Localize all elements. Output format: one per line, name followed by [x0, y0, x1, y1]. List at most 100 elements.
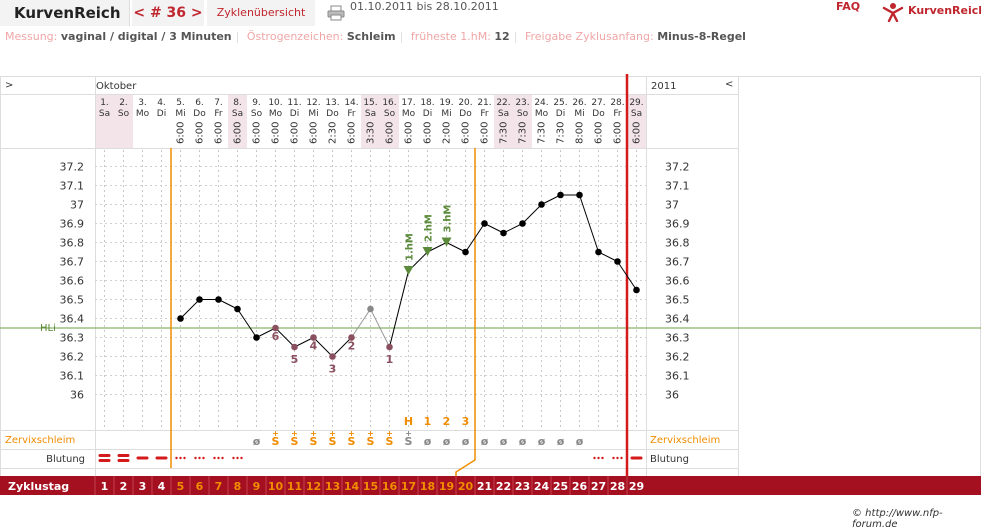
measure-time: 7:30 [537, 122, 548, 144]
high-temp-label: 1.hM [405, 233, 416, 261]
y-tick-left: 37.2 [60, 161, 85, 174]
y-tick-right: 36.6 [665, 275, 690, 288]
temp-point [215, 296, 222, 303]
y-tick-left: 36.1 [60, 370, 85, 383]
y-tick-left: 36.9 [60, 218, 85, 231]
temp-point [348, 334, 355, 341]
measure-time: 6:00 [594, 122, 605, 144]
bleeding-light [213, 456, 216, 460]
cycle-day-number: 14 [344, 480, 360, 493]
day-number: 14. [344, 98, 358, 108]
y-tick-left: 37 [70, 199, 84, 212]
peak-label: 3 [462, 415, 470, 428]
bleeding-medium [155, 456, 168, 460]
release-value: Minus-8-Regel [657, 30, 746, 43]
year-label: 2011 [651, 81, 676, 92]
cycle-navigation[interactable]: < # 36 > [132, 0, 204, 26]
brand-logo[interactable]: KurvenReich [880, 2, 981, 24]
cycle-day-number: 27 [591, 480, 606, 493]
weekday: Mo [535, 109, 549, 119]
cycle-day-number: 24 [534, 480, 550, 493]
brand-label: KurvenReich [908, 4, 981, 17]
bleeding-light [221, 456, 224, 460]
y-tick-right: 36.3 [665, 332, 690, 345]
weekday: Mi [175, 109, 185, 119]
temp-line-segment [370, 308, 390, 348]
temp-line-segment [313, 337, 333, 357]
earliest-hm-value: 12 [494, 30, 510, 43]
bleeding-light [612, 456, 615, 460]
low-temp-label: 5 [291, 353, 299, 366]
cervix-plus: + [367, 429, 374, 438]
cycle-day-number: 22 [496, 480, 511, 493]
temp-line-segment [237, 308, 257, 338]
low-temp-label: 6 [272, 330, 280, 343]
bleeding-light [236, 456, 239, 460]
weekday: Sa [498, 109, 509, 119]
cycle-day-number: 16 [382, 480, 398, 493]
faq-link[interactable]: FAQ [836, 0, 861, 13]
bleeding-label-right: Blutung [650, 454, 689, 465]
cervix-value: S [367, 435, 375, 448]
temp-point [329, 353, 336, 360]
y-tick-right: 36.2 [665, 351, 690, 364]
high-temp-marker [441, 237, 452, 247]
cervix-plus: + [405, 429, 412, 438]
bleeding-heavy [117, 459, 130, 462]
day-number: 24. [534, 98, 548, 108]
cycle-day-number: 21 [477, 480, 492, 493]
low-temp-label: 3 [329, 363, 337, 376]
cervix-plus: + [329, 429, 336, 438]
low-temp-label: 1 [386, 353, 394, 366]
temp-point [481, 220, 488, 227]
day-number: 26. [572, 98, 586, 108]
cycle-day-number: 13 [325, 480, 340, 493]
measure-time: 7:30 [499, 122, 510, 144]
messung-value: vaginal / digital / 3 Minuten [60, 30, 232, 43]
temp-line-segment [541, 194, 561, 205]
weekday: So [384, 109, 396, 119]
measure-time: 6:00 [195, 122, 206, 144]
temp-point [234, 305, 241, 313]
weekend-shade [513, 94, 532, 148]
measure-time: 2:00 [442, 122, 453, 144]
cycle-overview-tab[interactable]: Zyklenübersicht [207, 0, 315, 26]
cervix-value: ø [538, 435, 546, 448]
weekday: Fr [480, 109, 489, 119]
day-number: 18. [420, 98, 434, 108]
bleeding-light [597, 456, 600, 460]
weekday: Mo [402, 109, 416, 119]
bleeding-light [601, 456, 604, 460]
y-tick-right: 36.1 [665, 370, 690, 383]
cycle-day-number: 29 [629, 480, 644, 493]
bleeding-light [183, 456, 186, 460]
y-tick-right: 36.7 [665, 256, 690, 269]
temp-point [576, 191, 583, 199]
y-tick-left: 36.2 [60, 351, 85, 364]
printer-icon[interactable] [327, 5, 345, 21]
bleeding-light [175, 456, 178, 460]
weekday: Mi [574, 109, 584, 119]
day-number: 25. [553, 98, 567, 108]
weekend-shade [494, 94, 513, 148]
cervix-value: S [291, 435, 299, 448]
date-range: 01.10.2011 bis 28.10.2011 [350, 0, 499, 13]
bleeding-light [620, 456, 623, 460]
day-number: 8. [233, 98, 242, 108]
day-number: 6. [195, 98, 204, 108]
weekday: So [517, 109, 529, 119]
weekday: Fr [347, 109, 356, 119]
temp-point [462, 248, 469, 256]
left-panel [0, 76, 96, 489]
weekday: Fr [214, 109, 223, 119]
weekday: Do [459, 109, 472, 119]
temp-point [519, 220, 526, 227]
temp-line-segment [484, 223, 504, 234]
weekday: Sa [631, 109, 642, 119]
earliest-hm-label: früheste 1.hM: [410, 30, 491, 43]
y-tick-right: 36.9 [665, 218, 690, 231]
day-number: 22. [496, 98, 510, 108]
measure-time: 6:00 [423, 122, 434, 144]
bleeding-light [202, 456, 205, 460]
cervix-plus: + [291, 429, 298, 438]
